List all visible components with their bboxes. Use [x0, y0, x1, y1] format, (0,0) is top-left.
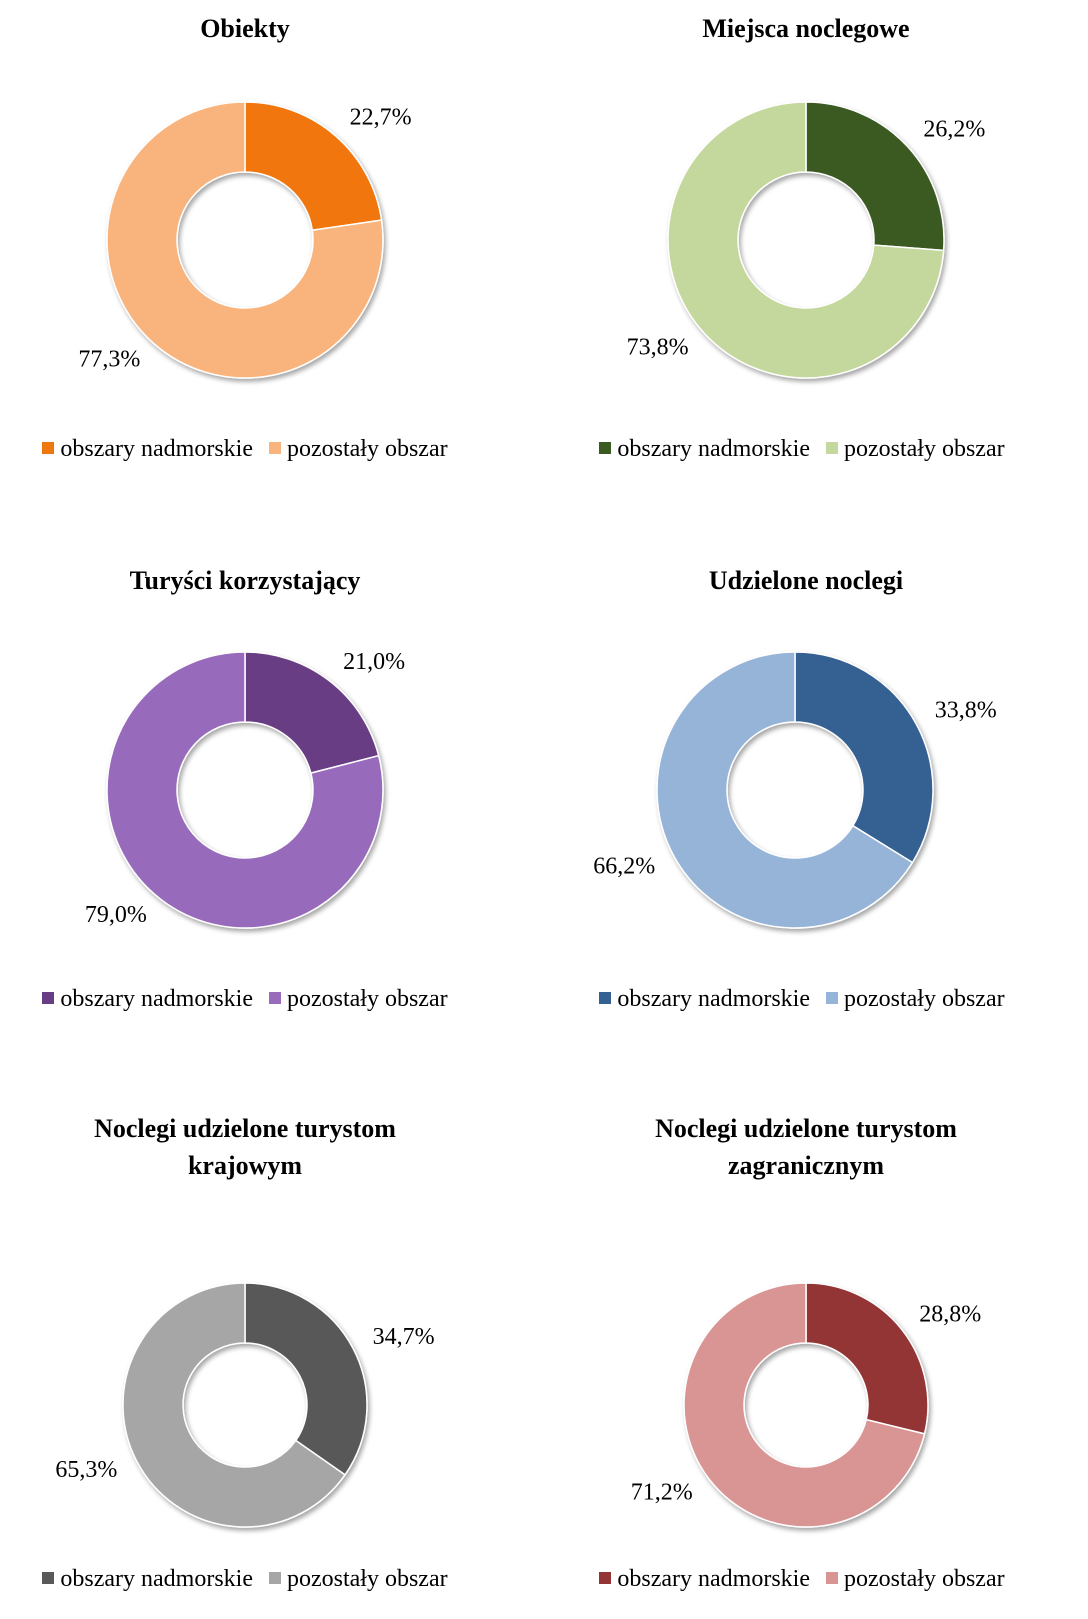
legend-item: obszary nadmorskie: [42, 986, 253, 1012]
donut: [656, 651, 934, 929]
legend-swatch: [268, 442, 281, 454]
legend-item: obszary nadmorskie: [42, 1566, 253, 1592]
legend-label: obszary nadmorskie: [60, 986, 253, 1012]
data-label: 65,3%: [55, 1457, 117, 1483]
legend-label: pozostały obszar: [286, 1566, 448, 1592]
donut: [106, 101, 384, 379]
legend-swatch: [268, 992, 281, 1004]
chart-title: Udzielone noclegi: [708, 566, 904, 595]
legend-swatch: [599, 992, 612, 1004]
chart-title: Obiekty: [200, 14, 290, 43]
legend-item: obszary nadmorskie: [599, 1566, 810, 1592]
legend-label: obszary nadmorskie: [617, 1566, 810, 1592]
legend-item: pozostały obszar: [825, 436, 1005, 462]
donut: [683, 1282, 929, 1528]
legend-label: pozostały obszar: [843, 1566, 1005, 1592]
legend-label: obszary nadmorskie: [617, 436, 810, 462]
donut-segment: [667, 101, 945, 379]
donut-segment: [805, 1282, 929, 1435]
legend-swatch: [599, 1572, 612, 1584]
data-label: 26,2%: [923, 117, 985, 143]
donut-segment: [656, 651, 914, 929]
legend-swatch: [42, 1572, 55, 1584]
legend: obszary nadmorskie pozostały obszar: [530, 1566, 1074, 1593]
data-label: 77,3%: [78, 347, 140, 373]
donut-segment: [683, 1282, 926, 1528]
data-label: 34,7%: [373, 1324, 435, 1350]
legend-swatch: [268, 1572, 281, 1584]
legend-label: pozostały obszar: [286, 986, 448, 1012]
legend-label: pozostały obszar: [286, 436, 448, 462]
chart-title: Noclegi udzielone turystom zagranicznym: [655, 1114, 957, 1180]
legend-item: pozostały obszar: [268, 1566, 448, 1592]
donut: [106, 651, 384, 929]
donut-segment: [122, 1282, 347, 1528]
legend-item: pozostały obszar: [268, 986, 448, 1012]
legend-item: obszary nadmorskie: [42, 436, 253, 462]
legend-label: pozostały obszar: [843, 436, 1005, 462]
legend-swatch: [825, 1572, 838, 1584]
donut-segment: [794, 651, 934, 864]
legend-label: obszary nadmorskie: [60, 1566, 253, 1592]
donut-segment: [106, 651, 384, 929]
legend: obszary nadmorskie pozostały obszar: [0, 986, 517, 1013]
legend-item: obszary nadmorskie: [599, 436, 810, 462]
data-label: 21,0%: [343, 649, 405, 675]
legend-label: obszary nadmorskie: [60, 436, 253, 462]
legend: obszary nadmorskie pozostały obszar: [0, 436, 517, 463]
data-label: 73,8%: [627, 334, 689, 360]
legend-item: pozostały obszar: [825, 1566, 1005, 1592]
data-label: 28,8%: [919, 1302, 981, 1328]
chart-title: Noclegi udzielone turystom krajowym: [94, 1114, 396, 1180]
legend: obszary nadmorskie pozostały obszar: [530, 436, 1074, 463]
donut-segment: [106, 101, 384, 379]
legend-label: pozostały obszar: [843, 986, 1005, 1012]
chart-title: Miejsca noclegowe: [702, 14, 910, 43]
chart-title: Turyści korzystający: [129, 566, 361, 595]
legend-swatch: [825, 992, 838, 1004]
donut-segment: [805, 101, 945, 252]
donut: [667, 101, 945, 379]
donut-segment: [244, 101, 383, 232]
legend-swatch: [599, 442, 612, 454]
data-label: 22,7%: [350, 104, 412, 130]
legend-item: pozostały obszar: [825, 986, 1005, 1012]
legend-swatch: [825, 442, 838, 454]
legend-item: obszary nadmorskie: [599, 986, 810, 1012]
data-label: 66,2%: [593, 853, 655, 879]
legend-swatch: [42, 442, 55, 454]
legend-item: pozostały obszar: [268, 436, 448, 462]
data-label: 33,8%: [935, 698, 997, 724]
legend-label: obszary nadmorskie: [617, 986, 810, 1012]
data-label: 79,0%: [85, 902, 147, 928]
donut: [122, 1282, 368, 1528]
donut-segment: [244, 1282, 368, 1476]
legend-swatch: [42, 992, 55, 1004]
legend: obszary nadmorskie pozostały obszar: [530, 986, 1074, 1013]
data-label: 71,2%: [631, 1479, 693, 1505]
legend: obszary nadmorskie pozostały obszar: [0, 1566, 517, 1593]
donut-segment: [244, 651, 380, 775]
